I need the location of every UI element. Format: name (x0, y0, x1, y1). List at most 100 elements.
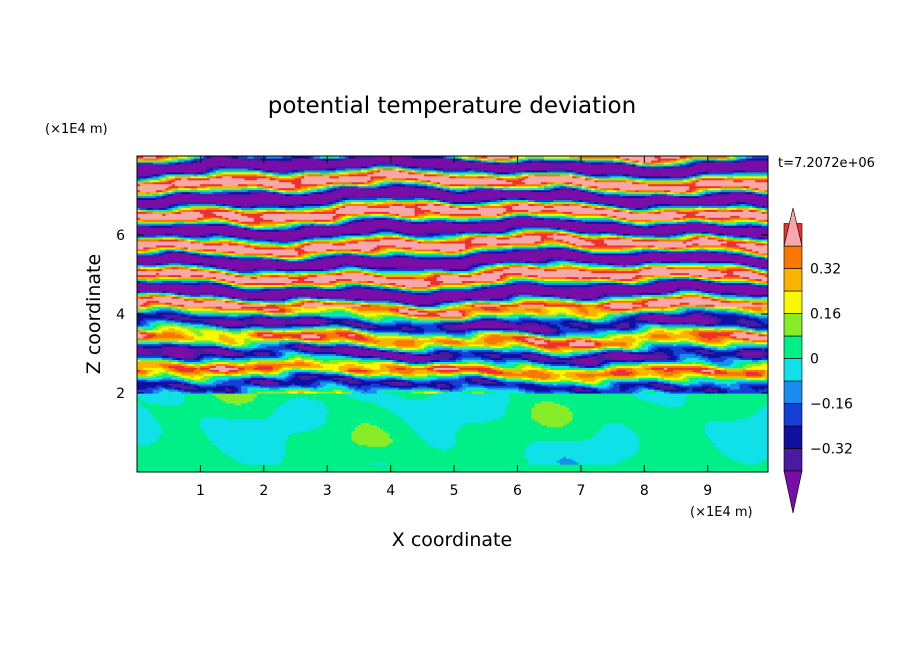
field-cell (502, 248, 514, 252)
field-cell (629, 209, 633, 212)
field-cell (193, 379, 208, 382)
field-cell (237, 211, 245, 214)
field-cell (651, 383, 665, 386)
field-cell (742, 266, 747, 270)
field-cell (471, 238, 542, 242)
field-cell (616, 319, 649, 323)
field-cell (206, 207, 220, 210)
field-cell (461, 312, 466, 315)
field-cell (335, 331, 356, 335)
field-cell (455, 436, 592, 440)
field-cell (635, 278, 640, 282)
field-cell (348, 327, 353, 331)
field-cell (137, 460, 239, 463)
field-cell (629, 282, 637, 285)
field-cell (291, 347, 299, 351)
field-cell (506, 410, 532, 414)
field-cell (528, 343, 532, 347)
field-cell (708, 436, 768, 440)
field-cell (181, 211, 201, 214)
field-cell (196, 268, 204, 272)
field-cell (165, 250, 173, 254)
field-cell (506, 377, 523, 380)
field-cell (165, 213, 204, 216)
field-cell (471, 314, 476, 317)
field-cell (477, 381, 498, 384)
field-cell (632, 349, 640, 353)
field-cell (275, 268, 324, 272)
field-cell (171, 302, 239, 305)
field-cell (184, 248, 189, 252)
field-cell (720, 219, 725, 222)
field-cell (648, 347, 652, 351)
field-cell (162, 343, 179, 347)
field-cell (310, 343, 318, 347)
field-cell (474, 272, 479, 276)
field-cell (458, 231, 466, 234)
field-cell (537, 312, 548, 315)
field-cell (181, 262, 192, 266)
field-cell (660, 375, 681, 378)
field-cell (730, 343, 738, 347)
field-cell (502, 211, 507, 214)
field-cell (200, 359, 204, 362)
field-cell (635, 262, 640, 266)
field-cell (291, 298, 296, 301)
field-cell (704, 424, 768, 428)
field-cell (499, 353, 523, 357)
field-cell (389, 383, 400, 386)
field-cell (137, 468, 768, 471)
field-cell (140, 266, 160, 270)
field-cell (745, 462, 756, 465)
field-cell (607, 242, 693, 246)
field-cell (206, 361, 214, 364)
field-cell (468, 268, 473, 272)
field-cell (234, 274, 242, 278)
field-cell (297, 225, 302, 228)
field-cell (670, 347, 684, 351)
field-cell (288, 436, 353, 440)
field-cell (679, 290, 687, 293)
field-cell (685, 231, 703, 234)
field-cell (155, 274, 170, 278)
field-cell (566, 215, 577, 218)
field-cell (648, 211, 656, 214)
field-cell (285, 321, 302, 325)
field-cell (597, 430, 637, 434)
field-cell (471, 377, 482, 380)
field-cell (752, 339, 768, 343)
field-cell (502, 272, 523, 276)
field-cell (585, 238, 605, 242)
field-cell (285, 452, 526, 455)
field-cell (654, 211, 662, 214)
field-cell (736, 221, 747, 224)
field-cell (698, 219, 706, 222)
field-cell (137, 242, 204, 246)
field-cell (159, 306, 166, 309)
field-cell (278, 274, 290, 278)
field-cell (733, 349, 741, 353)
field-cell (471, 252, 476, 256)
field-cell (689, 331, 700, 335)
field-cell (676, 308, 684, 311)
field-cell (241, 227, 245, 230)
field-cell (155, 312, 179, 315)
field-cell (348, 389, 356, 392)
field-cell (525, 365, 532, 368)
field-cell (619, 385, 637, 388)
field-cell (499, 274, 507, 278)
field-cell (496, 246, 507, 250)
field-cell (376, 266, 381, 270)
field-cell (181, 361, 189, 364)
field-cell (137, 278, 148, 282)
field-cell (228, 329, 242, 333)
field-cell (178, 207, 182, 210)
field-cell (137, 213, 163, 216)
field-cell (219, 294, 223, 297)
field-cell (610, 308, 630, 311)
field-cell (256, 209, 267, 212)
field-cell (556, 353, 567, 357)
field-cell (222, 268, 226, 272)
field-cell (638, 306, 668, 309)
field-cell (528, 276, 536, 280)
